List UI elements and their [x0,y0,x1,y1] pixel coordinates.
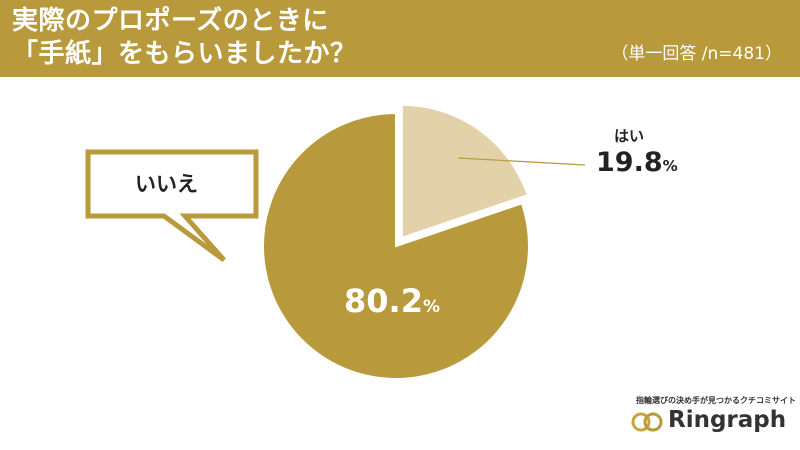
leader-line-yes [457,157,586,166]
slice-value-yes-unit: % [662,157,678,175]
slice-value-yes-number: 19.8 [596,147,663,178]
ringraph-logo: 指輪選びの決め手が見つかるクチコミサイト Ringraph [628,395,796,443]
slice-value-yes: 19.8% [596,147,678,178]
callout-label-no: いいえ [135,172,198,196]
pie-slice-no [262,111,530,380]
title-line-1: 実際のプロポーズのときに [12,6,329,36]
two-rings-icon [631,412,663,432]
slice-value-no-unit: % [422,297,440,317]
logo-name: Ringraph [668,407,787,433]
slice-value-no-number: 80.2 [344,282,423,320]
header-bar: 実際のプロポーズのときに 「手紙」をもらいましたか？ （単一回答 /n=481） [0,0,800,77]
title-line-2: 「手紙」をもらいましたか？ [12,39,357,69]
sample-size-note: （単一回答 /n=481） [611,44,782,64]
slice-label-yes: はい [614,127,645,145]
logo-tagline: 指輪選びの決め手が見つかるクチコミサイト [636,396,796,405]
callout-bubble-shape [85,149,259,263]
slice-value-no: 80.2% [344,282,440,320]
pie-slice-yes [400,103,530,240]
page-title: 実際のプロポーズのときに 「手紙」をもらいましたか？ [12,5,357,71]
callout-bubble [85,149,259,263]
